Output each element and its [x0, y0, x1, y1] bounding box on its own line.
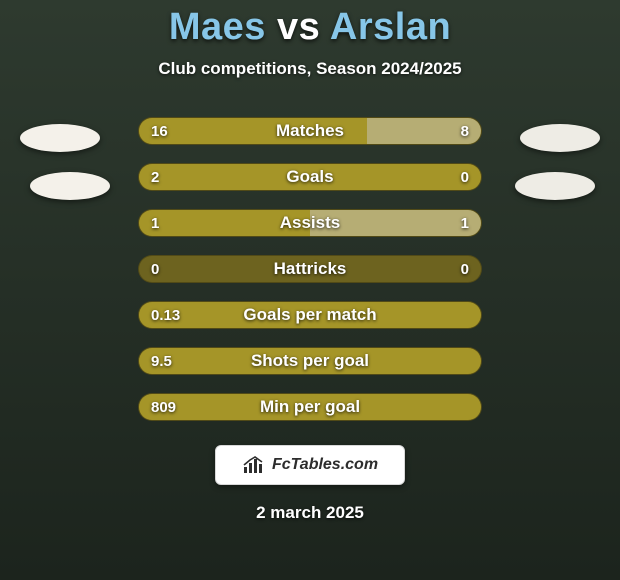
stat-bar: Goals20: [138, 163, 482, 191]
bar-left-fill: [139, 348, 481, 374]
stat-bar: Assists11: [138, 209, 482, 237]
stat-value-right: 0: [461, 256, 469, 282]
bar-right-fill: [310, 210, 481, 236]
page-title: Maes vs Arslan: [169, 6, 451, 49]
date-text: 2 march 2025: [256, 503, 364, 523]
player2-name: Arslan: [330, 6, 451, 48]
subtitle: Club competitions, Season 2024/2025: [158, 59, 461, 79]
bar-right-fill: [367, 118, 481, 144]
source-text: FcTables.com: [272, 456, 378, 474]
stat-bar: Min per goal809: [138, 393, 482, 421]
stat-value-left: 0: [151, 256, 159, 282]
bar-left-fill: [139, 164, 481, 190]
stat-row: Hattricks0 0: [0, 255, 620, 283]
chart-icon: [242, 455, 266, 475]
stats-list: Matches168 Goals20 Assists11 Hattricks0 0 Goa…: [0, 117, 620, 421]
bar-left-fill: [139, 302, 481, 328]
stat-bar: Shots per goal9.5: [138, 347, 482, 375]
stat-row: Min per goal809: [0, 393, 620, 421]
vs-text: vs: [277, 6, 320, 48]
bar-left-fill: [139, 118, 367, 144]
card: Maes vs Arslan Club competitions, Season…: [0, 0, 620, 580]
bar-left-fill: [139, 394, 481, 420]
stat-row: Matches168: [0, 117, 620, 145]
stat-row: Shots per goal9.5: [0, 347, 620, 375]
bar-left-fill: [139, 210, 310, 236]
stat-bar: Goals per match0.13: [138, 301, 482, 329]
source-badge: FcTables.com: [215, 445, 405, 485]
stat-row: Goals per match0.13: [0, 301, 620, 329]
stat-bar: Hattricks0 0: [138, 255, 482, 283]
stat-bar: Matches168: [138, 117, 482, 145]
player1-name: Maes: [169, 6, 266, 48]
stat-row: Goals20: [0, 163, 620, 191]
stat-row: Assists11: [0, 209, 620, 237]
stat-label: Hattricks: [139, 256, 481, 282]
